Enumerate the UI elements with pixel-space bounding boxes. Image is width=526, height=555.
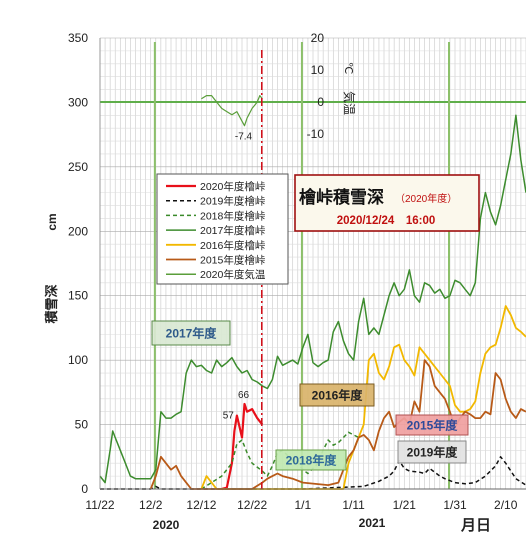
series-line-1 [100,456,526,490]
marker-2017-box [151,320,231,346]
y-tick-label: 350 [68,31,88,45]
y-tick-label: 100 [68,353,88,367]
chart-timestamp: 2020/12/24 16:00 [337,215,435,227]
series-line-0 [221,402,264,491]
legend-label-2: 2018年度檜峠 [200,209,266,222]
legend-label-5: 2015年度檜峠 [200,254,266,267]
y2-axis-title: 気温 [342,91,357,115]
marker-2019-box [397,440,467,464]
y2-tick-label: 0 [317,95,324,109]
overlays: 5766-7.42020年度檜峠2019年度檜峠2018年度檜峠2017年度檜峠… [151,132,480,471]
annotation-57: 57 [223,411,235,422]
legend-label-3: 2017年度檜峠 [200,224,266,237]
marker-2018-box [275,449,347,471]
annotation-min-temp: -7.4 [235,132,253,143]
y-tick-label: 150 [68,289,88,303]
year-label-2020: 2020 [153,518,180,532]
x-tick-label: 1/1 [295,498,312,512]
legend-label-1: 2019年度檜峠 [200,195,266,208]
x-tick-label: 12/2 [139,498,163,512]
marker-2015-label: 2015年度 [407,418,459,433]
x-axis-title: 月日 [460,517,491,534]
y-tick-label: 250 [68,160,88,174]
marker-2016-box [299,383,375,407]
chart-subtitle: （2020年度） [395,192,457,205]
year-label-2021: 2021 [359,516,386,530]
y-axis-unit: cm [45,213,59,230]
x-tick-label: 11/22 [85,498,114,512]
y-tick-label: 0 [81,482,88,496]
legend-label-4: 2016年度檜峠 [200,239,266,252]
y2-tick-label: 20 [311,31,325,45]
series-line-6 [201,95,263,127]
series-line-5 [149,359,526,490]
x-tick-label: 12/12 [186,498,216,512]
y-axis-title: 積雪深 [44,284,59,324]
x-tick-label: 1/31 [443,498,467,512]
marker-2019-label: 2019年度 [407,445,459,460]
series-line-3 [99,114,526,484]
marker-2018-label: 2018年度 [286,453,338,468]
x-tick-label: 1/11 [342,498,365,512]
title-box-frame [294,174,480,232]
title-box: 檜峠積雪深 （2020年度） 2020/12/24 16:00 [294,174,480,232]
y-tick-label: 200 [68,224,88,238]
x-tick-label: 12/22 [237,498,267,512]
legend-box [156,173,289,285]
y-tick-label: 50 [75,418,89,432]
annotation-66: 66 [238,390,250,401]
y2-tick-label: 10 [311,63,325,77]
legend-label-6: 2020年度気温 [200,268,266,281]
x-tick-label: 2/10 [494,498,518,512]
legend-label-0: 2020年度檜峠 [200,180,266,193]
y2-axis-unit: ℃ [342,62,354,74]
marker-2015-box [395,414,469,436]
marker-2016-label: 2016年度 [312,388,364,403]
y-tick-label: 300 [68,95,88,109]
y2-tick-label: -10 [307,127,325,141]
marker-2017-label: 2017年度 [166,326,218,341]
x-tick-label: 1/21 [393,498,417,512]
chart-title: 檜峠積雪深 [299,187,384,207]
